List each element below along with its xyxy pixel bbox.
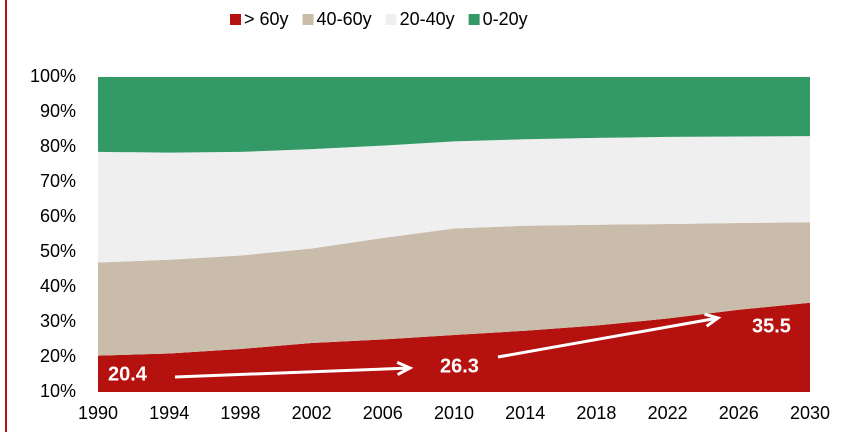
legend-label: 0-20y: [483, 9, 528, 29]
data-label: 26.3: [440, 355, 479, 377]
y-tick-label: 80%: [40, 136, 76, 156]
area: [98, 77, 810, 153]
data-label: 20.4: [108, 363, 148, 385]
x-tick-label: 2030: [790, 403, 830, 423]
y-tick-label: 20%: [40, 346, 76, 366]
x-tick-label: 2026: [719, 403, 759, 423]
arrow-head: [704, 312, 722, 328]
y-tick-label: 60%: [40, 206, 76, 226]
foreground: 10% 20% 30% 40% 50% 60% 70% 80% 90% 100% 1990 1994 1…: [30, 9, 830, 423]
area: [98, 136, 810, 263]
area: [98, 222, 810, 356]
x-tick-label: 1994: [149, 403, 189, 423]
arrow: [497, 316, 719, 359]
x-tick-label: 2018: [576, 403, 616, 423]
x-tick-label: 1990: [78, 403, 118, 423]
arrow-head: [396, 361, 414, 376]
x-tick-label: 2002: [292, 403, 332, 423]
area: [98, 302, 810, 392]
y-tick-label: 40%: [40, 276, 76, 296]
arrow: [174, 366, 411, 379]
legend-swatch: [468, 14, 480, 25]
legend-swatch: [385, 14, 397, 25]
legend-label: 40-60y: [317, 9, 372, 29]
legend-label: 20-40y: [400, 9, 455, 29]
plot-area: [98, 77, 810, 392]
x-tick-label: 2022: [648, 403, 688, 423]
y-tick-label: 100%: [30, 66, 76, 86]
y-tick-label: 70%: [40, 171, 76, 191]
x-tick-label: 2006: [363, 403, 403, 423]
x-tick-label: 2010: [434, 403, 474, 423]
y-tick-label: 90%: [40, 101, 76, 121]
legend-swatch: [302, 14, 314, 25]
legend-label: > 60y: [244, 9, 289, 29]
x-tick-label: 2014: [505, 403, 545, 423]
y-tick-label: 50%: [40, 241, 76, 261]
y-tick-label: 30%: [40, 311, 76, 331]
y-tick-label: 10%: [40, 381, 76, 401]
x-tick-label: 1998: [220, 403, 260, 423]
legend-swatch: [230, 14, 241, 25]
data-label: 35.5: [752, 315, 791, 337]
